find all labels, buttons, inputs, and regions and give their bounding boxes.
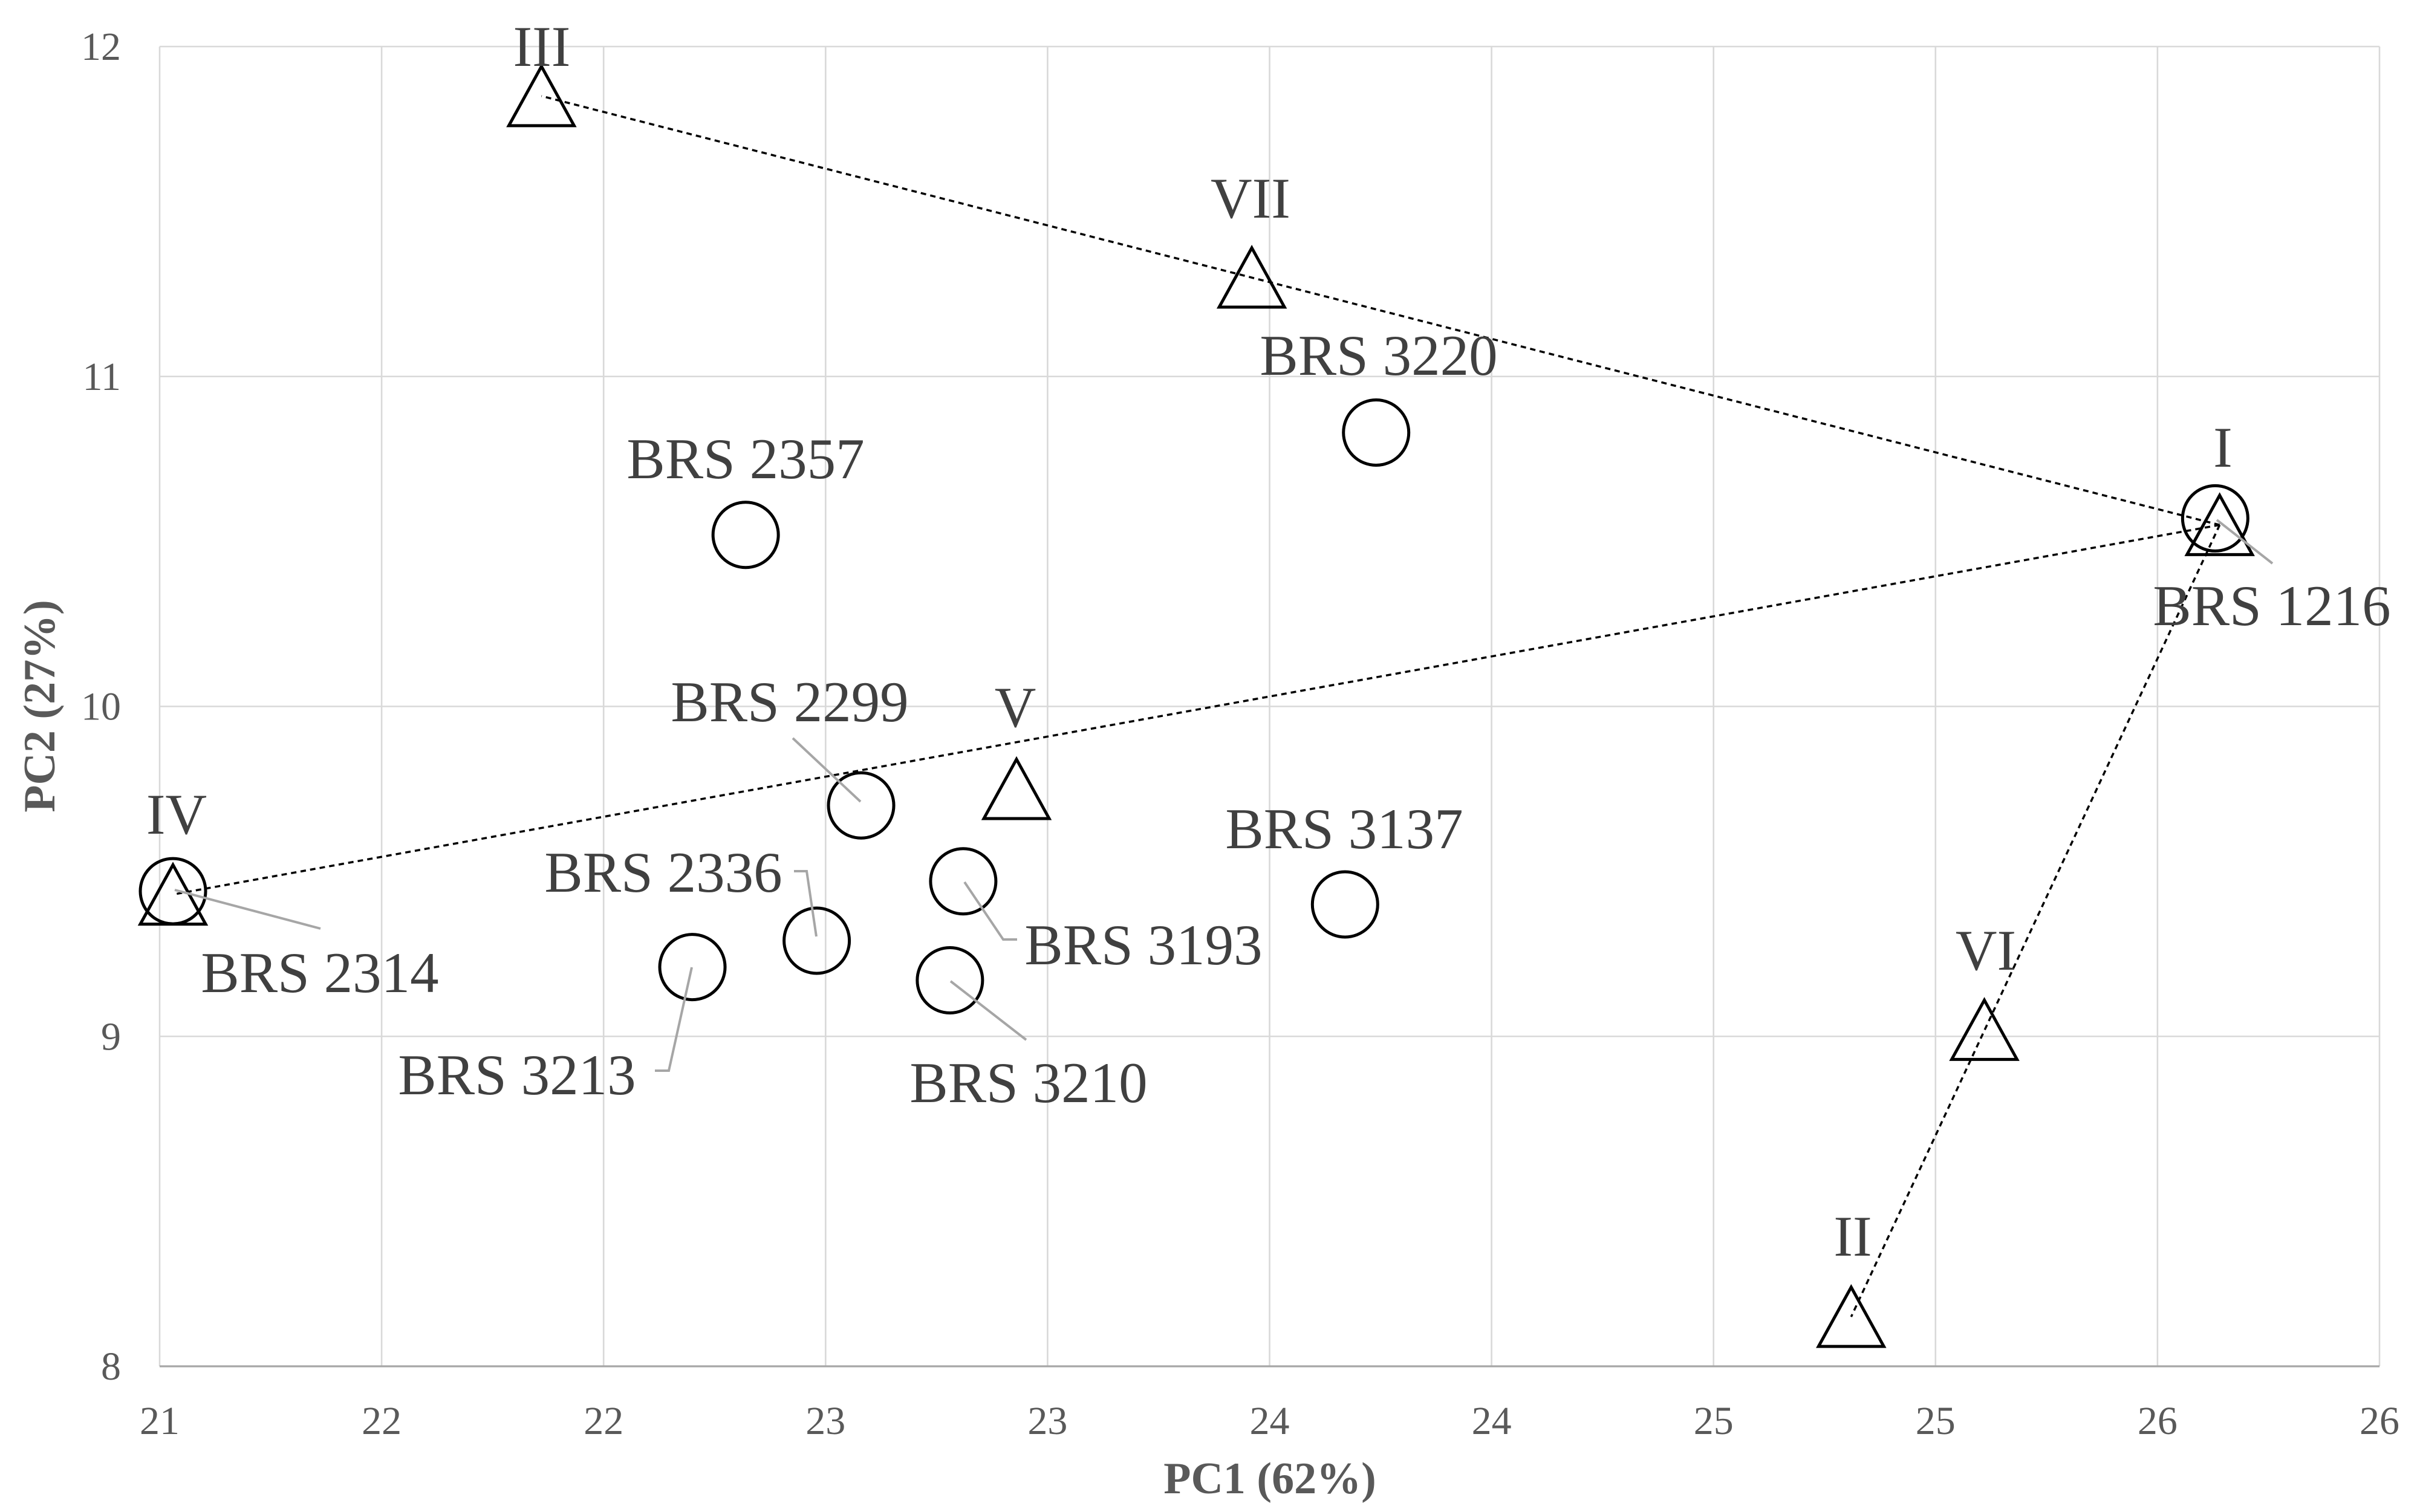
group-marker-vi xyxy=(1949,997,2020,1061)
gridlines xyxy=(158,45,2381,1366)
point-marker-brs-2314 xyxy=(138,857,207,926)
leader-line-brs-3210 xyxy=(949,980,1027,1041)
x-tick-label: 25 xyxy=(1694,1399,1734,1443)
point-marker-brs-3213 xyxy=(658,933,727,1002)
point-label-brs-2357: BRS 2357 xyxy=(626,427,864,491)
group-marker-v xyxy=(981,756,1052,820)
leader-lines xyxy=(174,519,2274,1072)
x-tick-label: 25 xyxy=(1916,1399,1956,1443)
group-label-i: I xyxy=(2213,415,2233,479)
group-label-vi: VI xyxy=(1956,918,2016,982)
y-tick-label: 9 xyxy=(101,1014,121,1059)
point-label-brs-2336: BRS 2336 xyxy=(544,840,782,904)
markers xyxy=(137,63,2255,1348)
x-tick-label: 24 xyxy=(1250,1399,1290,1443)
group-marker-iii xyxy=(506,63,577,128)
point-marker-brs-2299 xyxy=(827,771,896,840)
point-label-brs-3220: BRS 3220 xyxy=(1260,323,1497,388)
point-marker-brs-3137 xyxy=(1310,870,1379,939)
x-tick-label: 22 xyxy=(584,1399,623,1443)
leader-line-brs-1216 xyxy=(2216,519,2274,565)
group-label-iii: III xyxy=(513,15,571,79)
y-tick-label: 12 xyxy=(81,25,121,69)
point-marker-brs-3210 xyxy=(916,946,984,1014)
x-tick-labels: 21 22 22 23 23 24 24 25 25 26 26 xyxy=(140,1399,2399,1443)
x-axis-title: PC1 (62%) xyxy=(1163,1454,1376,1504)
y-tick-labels: 8 9 10 11 12 xyxy=(81,25,121,1389)
x-tick-label: 23 xyxy=(1027,1399,1067,1443)
point-label-brs-1216: BRS 1216 xyxy=(2153,574,2390,638)
group-label-ii: II xyxy=(1833,1204,1872,1268)
group-label-iv: IV xyxy=(146,782,207,846)
point-label-brs-3210: BRS 3210 xyxy=(909,1051,1147,1115)
group-label-v: V xyxy=(995,675,1036,739)
connection-line-i-iv xyxy=(172,524,2220,896)
point-label-brs-3137: BRS 3137 xyxy=(1225,797,1463,861)
point-marker-brs-2357 xyxy=(711,501,780,569)
x-tick-label: 24 xyxy=(1472,1399,1512,1443)
x-tick-label: 22 xyxy=(362,1399,402,1443)
point-marker-brs-2336 xyxy=(782,906,851,975)
connection-line-i-ii xyxy=(1850,524,2221,1317)
connection-line-i-iii xyxy=(541,95,2220,527)
point-marker-brs-3220 xyxy=(1342,398,1411,467)
x-tick-label: 23 xyxy=(805,1399,845,1443)
y-axis-title: PC2 (27%) xyxy=(15,600,65,812)
y-tick-label: 11 xyxy=(82,355,121,399)
group-connection-lines xyxy=(172,95,2221,1317)
leader-line-brs-3193 xyxy=(963,881,1017,941)
y-tick-label: 8 xyxy=(101,1345,121,1389)
x-tick-label: 21 xyxy=(140,1399,180,1443)
x-tick-label: 26 xyxy=(2360,1399,2399,1443)
leader-line-brs-2336 xyxy=(794,870,818,937)
leader-line-brs-3213 xyxy=(655,967,693,1072)
leader-line-brs-2314 xyxy=(174,889,321,930)
point-label-brs-3213: BRS 3213 xyxy=(398,1043,636,1107)
point-labels: I II III IV V VI VII BRS 3220 BRS 2357 B… xyxy=(146,15,2391,1268)
x-tick-label: 26 xyxy=(2138,1399,2178,1443)
group-marker-ii xyxy=(1816,1283,1887,1348)
point-label-brs-2314: BRS 2314 xyxy=(201,941,438,1005)
point-label-brs-2299: BRS 2299 xyxy=(671,670,908,734)
leader-line-brs-2299 xyxy=(792,737,862,803)
point-marker-brs-1216 xyxy=(2181,484,2249,553)
group-marker-vii xyxy=(1216,244,1287,309)
point-label-brs-3193: BRS 3193 xyxy=(1024,913,1262,977)
group-label-vii: VII xyxy=(1211,166,1290,230)
group-marker-i xyxy=(2184,492,2255,556)
y-tick-label: 10 xyxy=(81,685,121,729)
point-marker-brs-3193 xyxy=(929,847,998,916)
